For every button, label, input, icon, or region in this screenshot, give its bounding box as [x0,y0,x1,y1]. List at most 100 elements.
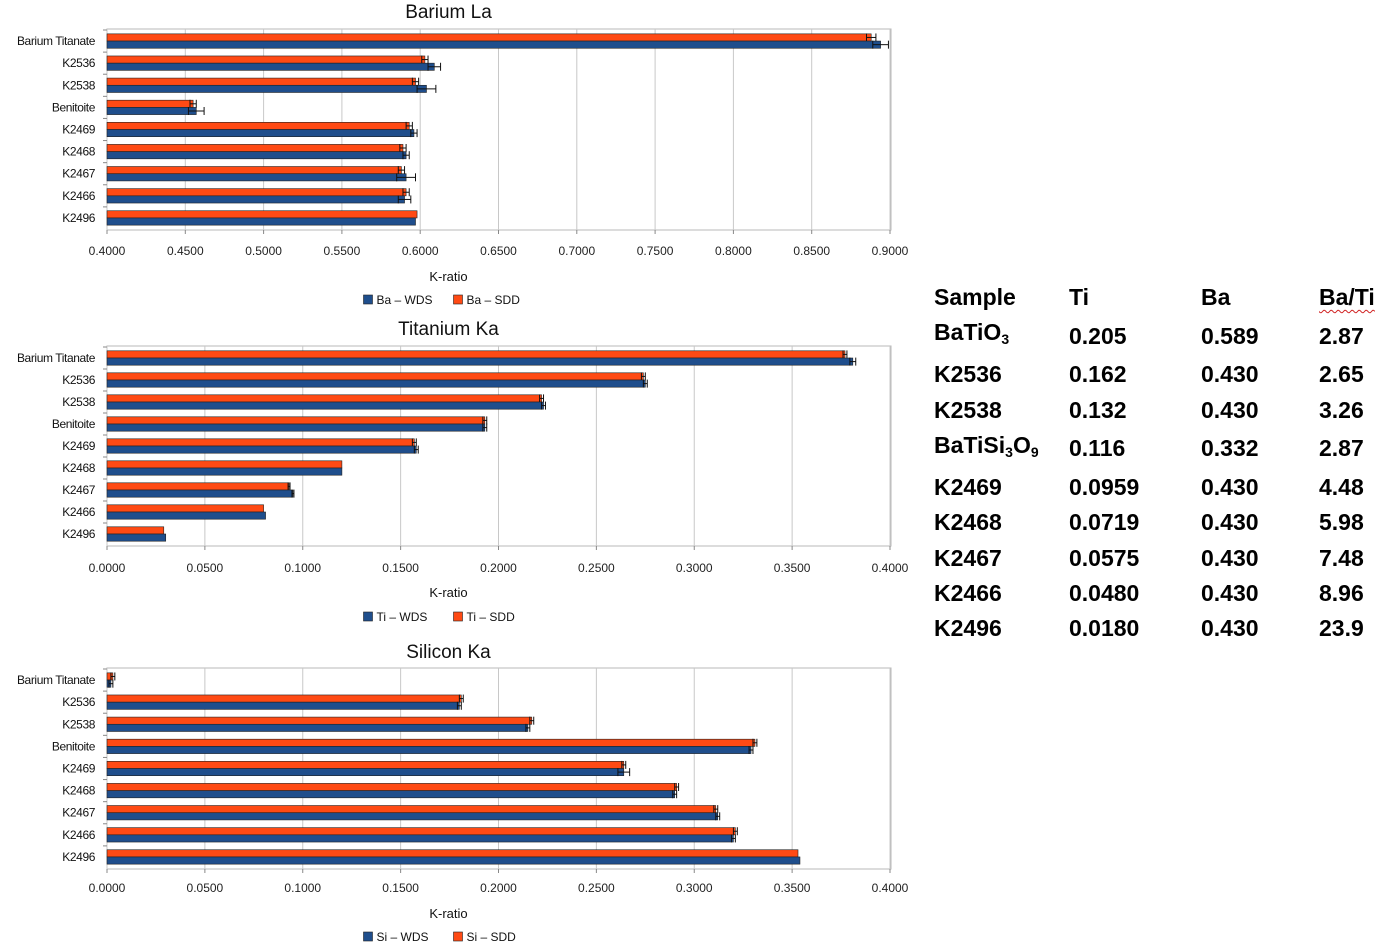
ti-cell: 0.0180 [1069,615,1140,642]
sdd-bar [106,438,415,447]
wds-bar [106,856,801,865]
category-label: K2468 [62,784,95,798]
legend-label-sdd: Ba – SDD [467,293,521,307]
sdd-bar [106,77,416,86]
sdd-bar [106,482,290,491]
wds-bar [106,812,719,821]
sdd-bar [106,144,404,152]
chart-title: Silicon Ka [406,642,491,663]
tick-label: 0.3500 [774,561,811,575]
wds-bar [106,445,417,454]
wds-bar [106,151,407,160]
category-label: K2496 [62,527,95,541]
wds-bar [106,768,625,776]
wds-bar [106,379,646,388]
category-label: Barium Titanate [17,34,96,48]
tick-label: 0.4000 [89,244,126,258]
tick-label: 0.7500 [637,244,674,258]
tick-label: 0.0500 [187,561,224,575]
category-label: K2468 [62,461,95,475]
sdd-bar [106,416,486,425]
category-label: K2466 [62,189,95,203]
tick-label: 0.3000 [676,881,713,895]
legend-swatch-sdd [453,931,463,942]
category-label: K2496 [62,850,95,864]
category-label: Benitoite [52,417,96,431]
x-axis-title: K-ratio [429,906,467,921]
ti-cell: 0.116 [1069,435,1126,462]
table-row: BaTiSi3O9 0.116 0.332 2.87 [930,428,1385,470]
category-label: K2538 [62,717,95,731]
header-ba-ti: Ba/Ti [1319,280,1385,315]
tick-label: 0.8500 [793,244,830,258]
tick-label: 0.3500 [774,881,811,895]
wds-bar [106,217,416,226]
table-row: K2536 0.162 0.430 2.65 [930,357,1385,392]
legend-swatch-sdd [453,294,463,305]
ba-cell: 0.430 [1201,474,1259,501]
table-row: BaTiO3 0.205 0.589 2.87 [930,315,1385,357]
sdd-bar [106,372,644,381]
ba-cell: 0.430 [1201,396,1259,423]
tick-label: 0.6000 [402,244,439,258]
sdd-bar [106,849,799,858]
sdd-bar [106,827,736,836]
ti-cell: 0.132 [1069,396,1127,423]
header-ti: Ti [1069,284,1090,311]
ba-cell: 0.430 [1201,615,1259,642]
sample-name-part2: O [1012,431,1031,458]
category-label: K2538 [62,395,95,409]
tick-label: 0.4500 [167,244,204,258]
sdd-bar [106,166,402,175]
ba-cell: 0.332 [1201,435,1259,462]
sdd-bar [106,504,264,513]
wds-bar [106,84,427,93]
ratio-table-panel: Sample Ti Ba Ba/Ti BaTiO3 0.205 0.589 2.… [930,280,1390,646]
legend-swatch-wds [363,294,373,305]
sdd-bar [106,694,462,703]
sdd-bar [106,188,407,197]
ratio-cell: 23.9 [1319,615,1364,642]
category-label: Benitoite [52,739,96,753]
category-label: K2466 [62,828,95,842]
category-label: K2469 [62,762,95,776]
wds-bar [106,129,415,137]
category-label: Benitoite [52,100,96,114]
legend-label-wds: Ba – WDS [377,293,433,307]
sdd-bar [106,760,625,769]
tick-label: 0.8000 [715,244,752,258]
sdd-bar [106,394,542,403]
category-label: K2468 [62,145,95,159]
legend-swatch-sdd [453,611,463,622]
category-label: K2467 [62,483,95,497]
ba-cell: 0.589 [1201,322,1259,349]
wds-bar [106,533,167,542]
sample-cell: K2496 [934,615,1002,642]
wds-bar [106,790,675,799]
subscript: 9 [1030,443,1039,460]
table-row: K2538 0.132 0.430 3.26 [930,393,1385,428]
tick-label: 0.1500 [382,881,419,895]
wds-bar [106,489,294,498]
wds-bar [106,173,407,182]
category-label: K2538 [62,78,95,92]
wds-bar [106,423,486,432]
tick-label: 0.1000 [284,561,321,575]
charts-canvas: Barium La 0.4000 0.4500 0.5000 0.5500 0.6000 0… [17,2,909,944]
chart-0: Barium La 0.4000 0.4500 0.5000 0.5500 0.6000 0… [17,2,909,307]
chart-title: Barium La [405,2,492,23]
category-label: K2467 [62,806,95,820]
tick-label: 0.5000 [245,244,282,258]
ratio-cell: 2.87 [1319,322,1364,349]
sample-cell: K2468 [934,509,1002,536]
sdd-bar [106,122,410,130]
sdd-bar [106,33,872,42]
header-ba: Ba [1201,284,1231,311]
ba-cell: 0.430 [1201,579,1259,606]
ti-cell: 0.0959 [1069,474,1140,501]
ba-cell: 0.430 [1201,544,1259,571]
sample-cell: K2538 [934,396,1002,423]
tick-label: 0.2500 [578,561,615,575]
tick-label: 0.2000 [480,881,517,895]
sdd-bar [106,460,343,469]
